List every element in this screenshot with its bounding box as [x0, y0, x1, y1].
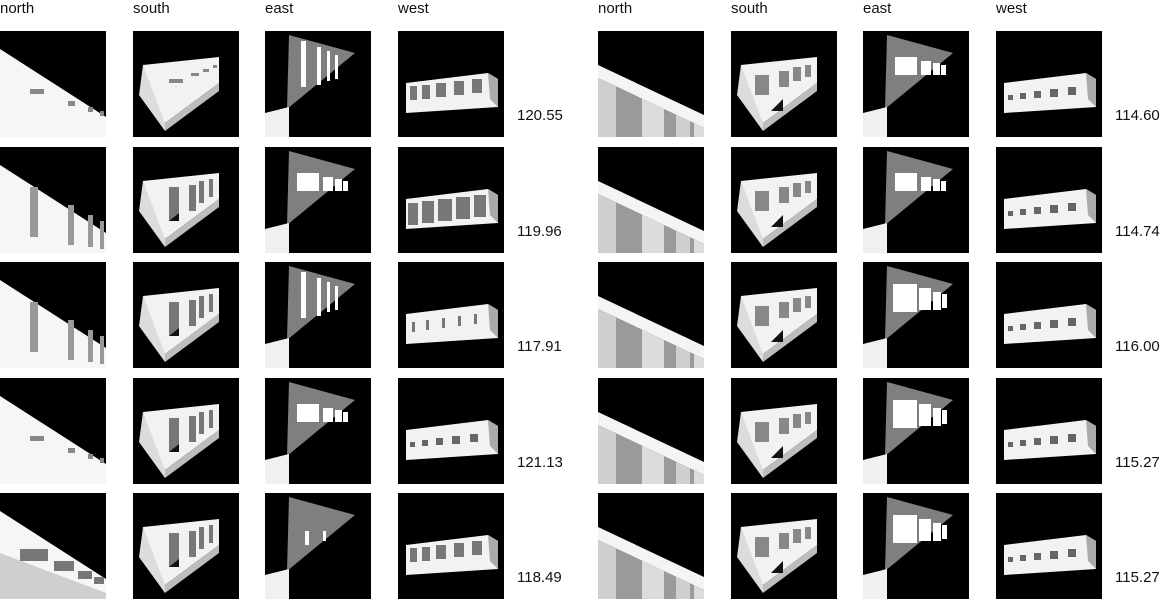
facade-render-graphic: [0, 396, 106, 484]
facade-render-west-small-openings: [996, 147, 1102, 253]
facade-render-south-doors: [133, 378, 239, 484]
facade-render-graphic: [0, 165, 106, 253]
facade-render-east-windows: [863, 31, 969, 137]
column-header-east: east: [863, 0, 892, 17]
facade-render-north-slits: [0, 378, 106, 484]
facade-render-graphic: [863, 266, 969, 368]
facade-render-south-arcade: [731, 378, 837, 484]
facade-render-graphic: [0, 49, 106, 137]
facade-render-south-doors: [133, 493, 239, 599]
facade-render-north-columns: [598, 493, 704, 599]
facade-render-graphic: [1004, 535, 1096, 575]
facade-render-east-tall-slits: [265, 262, 371, 368]
facade-render-graphic: [133, 57, 239, 137]
facade-render-south-doors: [133, 147, 239, 253]
facade-render-north-columns: [598, 31, 704, 137]
facade-render-graphic: [863, 497, 969, 599]
facade-render-east-large-windows: [863, 262, 969, 368]
facade-render-north-tall-slits: [0, 147, 106, 253]
facade-render-graphic: [598, 181, 704, 253]
facade-render-graphic: [731, 519, 837, 599]
facade-render-south-arcade: [731, 147, 837, 253]
facade-render-east-windows: [265, 147, 371, 253]
column-header-north: north: [598, 0, 633, 17]
facade-render-graphic: [1004, 304, 1096, 344]
facade-render-north-slits: [0, 31, 106, 137]
row-score: 115.27: [1115, 454, 1160, 471]
column-header-south: south: [731, 0, 768, 17]
facade-render-north-tall-slits: [0, 262, 106, 368]
facade-render-north-columns: [598, 147, 704, 253]
facade-render-graphic: [598, 527, 704, 599]
column-header-south: south: [133, 0, 170, 17]
facade-render-north-columns: [598, 378, 704, 484]
facade-render-west-small-openings: [996, 31, 1102, 137]
facade-render-graphic: [133, 519, 239, 599]
facade-render-west-small-openings: [996, 493, 1102, 599]
row-score: 120.55: [517, 107, 563, 124]
facade-render-east-large-windows: [863, 378, 969, 484]
column-header-east: east: [265, 0, 294, 17]
column-header-west: west: [996, 0, 1027, 17]
facade-render-west-small-openings: [398, 378, 504, 484]
facade-render-graphic: [265, 151, 371, 253]
facade-render-graphic: [863, 151, 969, 253]
facade-render-graphic: [265, 382, 371, 484]
facade-render-graphic: [406, 189, 498, 229]
facade-render-east-tall-slits: [265, 31, 371, 137]
facade-render-north-long-windows: [0, 493, 106, 599]
facade-render-graphic: [731, 288, 837, 368]
facade-render-graphic: [406, 73, 498, 113]
facade-render-east-slits: [265, 493, 371, 599]
facade-render-west-small-openings: [996, 262, 1102, 368]
facade-render-south-slits: [133, 31, 239, 137]
row-score: 114.74: [1115, 223, 1160, 240]
column-header-west: west: [398, 0, 429, 17]
facade-render-east-windows: [863, 147, 969, 253]
facade-render-west-small-openings: [996, 378, 1102, 484]
facade-render-graphic: [863, 35, 969, 137]
facade-render-south-arcade: [731, 493, 837, 599]
facade-render-graphic: [1004, 73, 1096, 113]
facade-render-graphic: [598, 296, 704, 368]
facade-render-north-columns: [598, 262, 704, 368]
facade-render-east-large-windows: [863, 493, 969, 599]
row-score: 116.00: [1115, 338, 1160, 355]
row-score: 117.91: [517, 338, 562, 355]
column-header-north: north: [0, 0, 35, 17]
row-score: 121.13: [517, 454, 563, 471]
row-score: 118.49: [517, 569, 562, 586]
facade-render-west-openings: [398, 31, 504, 137]
facade-render-west-large-openings: [398, 147, 504, 253]
facade-render-graphic: [133, 288, 239, 368]
facade-render-graphic: [731, 173, 837, 253]
facade-render-west-slits: [398, 262, 504, 368]
row-score: 119.96: [517, 223, 562, 240]
facade-render-graphic: [265, 35, 371, 137]
facade-render-graphic: [1004, 189, 1096, 229]
facade-render-west-openings: [398, 493, 504, 599]
facade-render-graphic: [598, 412, 704, 484]
row-score: 114.60: [1115, 107, 1160, 124]
facade-render-graphic: [406, 535, 498, 575]
facade-render-graphic: [863, 382, 969, 484]
facade-render-graphic: [133, 173, 239, 253]
facade-render-graphic: [731, 404, 837, 484]
facade-render-east-windows: [265, 378, 371, 484]
facade-render-graphic: [598, 65, 704, 137]
facade-render-graphic: [265, 266, 371, 368]
facade-render-graphic: [406, 304, 498, 344]
facade-render-graphic: [406, 420, 498, 460]
facade-render-south-doors: [133, 262, 239, 368]
facade-render-graphic: [0, 511, 106, 599]
row-score: 115.27: [1115, 569, 1160, 586]
facade-render-graphic: [133, 404, 239, 484]
facade-render-graphic: [0, 280, 106, 368]
facade-render-south-arcade: [731, 31, 837, 137]
facade-render-graphic: [1004, 420, 1096, 460]
facade-render-south-arcade: [731, 262, 837, 368]
facade-render-graphic: [265, 497, 371, 599]
facade-render-graphic: [731, 57, 837, 137]
